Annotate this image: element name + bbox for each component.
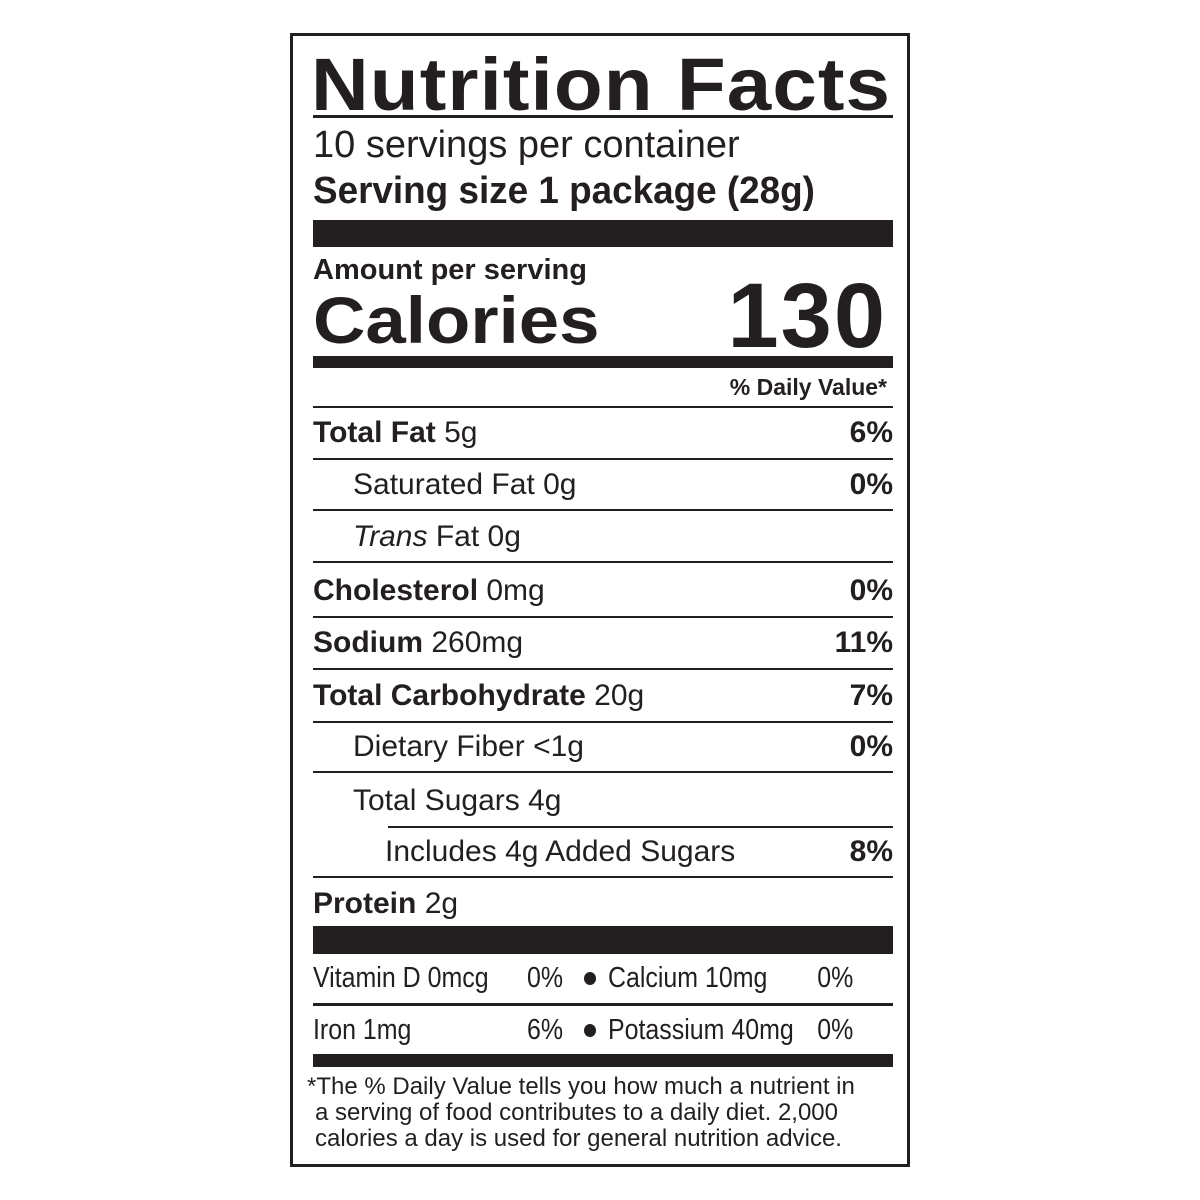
daily-value-header: % Daily Value* — [729, 374, 887, 400]
calories-label: Calories — [313, 283, 600, 357]
serving-size: Serving size 1 package (28g) — [313, 170, 815, 212]
nutrient-row-total-sugars: Total Sugars 4g — [353, 783, 562, 817]
nutrient-row-dietary-fiber: Dietary Fiber <1g 0% — [313, 723, 893, 773]
nutrient-row-total-carbohydrate: Total Carbohydrate 20g 7% — [313, 671, 893, 723]
servings-per-container: 10 servings per container — [313, 124, 740, 166]
amount-per-serving: Amount per serving — [313, 254, 587, 286]
nutrition-facts-label: Nutrition Facts 10 servings per containe… — [290, 33, 910, 1167]
thick-divider — [313, 926, 893, 954]
label-title: Nutrition Facts — [311, 43, 892, 126]
divider — [313, 406, 893, 408]
medium-divider — [313, 1054, 893, 1067]
footnote: *The % Daily Value tells you how much a … — [307, 1073, 855, 1152]
nutrient-row-protein: Protein 2g — [313, 886, 459, 920]
bullet-icon — [583, 971, 596, 985]
divider — [313, 115, 893, 118]
divider — [388, 825, 893, 828]
divider — [313, 1003, 893, 1006]
nutrient-row-saturated-fat: Saturated Fat 0g 0% — [313, 461, 893, 511]
medium-divider — [313, 356, 893, 368]
bullet-icon — [583, 1023, 596, 1037]
nutrient-row-trans-fat: Trans Fat 0g — [313, 513, 893, 563]
nutrient-row-cholesterol: Cholesterol 0mg 0% — [313, 566, 893, 618]
vitamin-row: Iron 1mg 6% Potassium 40mg 0% — [313, 1013, 854, 1046]
nutrient-row-sodium: Sodium 260mg 11% — [313, 618, 893, 670]
vitamin-row: Vitamin D 0mcg 0% Calcium 10mg 0% — [313, 961, 854, 994]
nutrient-row-total-fat: Total Fat 5g 6% — [313, 408, 893, 460]
nutrient-row-added-sugars: Includes 4g Added Sugars 8% — [313, 828, 893, 878]
calories-value: 130 — [727, 265, 887, 367]
thick-divider — [313, 220, 893, 247]
